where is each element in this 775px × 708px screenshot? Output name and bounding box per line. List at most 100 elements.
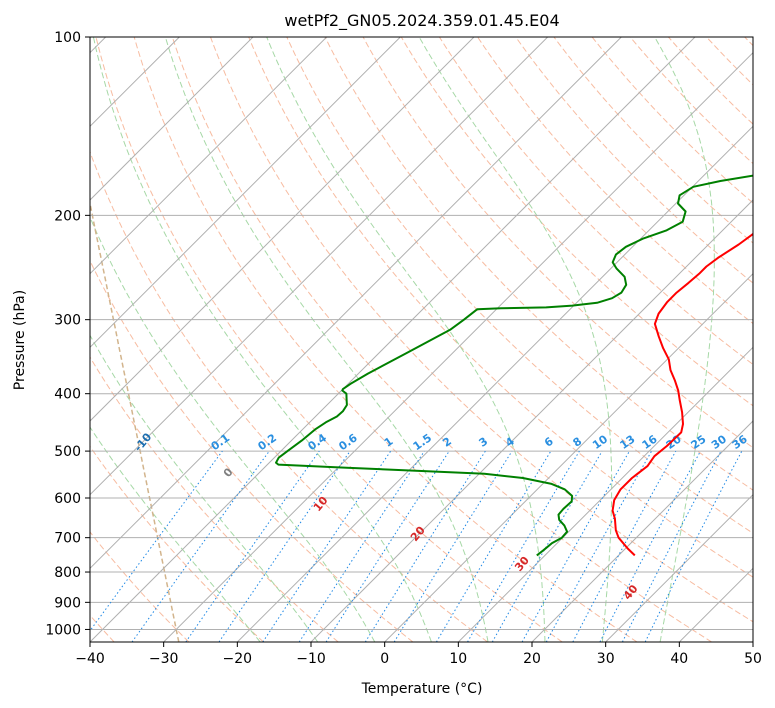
dry-adiabat-line — [706, 37, 753, 86]
x-tick-label: −20 — [223, 651, 253, 667]
dry-adiabat-line — [400, 37, 753, 407]
y-tick-label: 100 — [54, 30, 81, 46]
isotherm-line — [90, 37, 696, 642]
dry-adiabat-line — [324, 37, 753, 491]
x-tick-label: −40 — [75, 651, 105, 667]
dry-adiabat-label: 20 — [408, 524, 428, 544]
y-tick-label: 400 — [54, 387, 81, 403]
x-tick-label: 40 — [670, 651, 688, 667]
mixing-ratio-label: 1.5 — [411, 431, 434, 453]
mixing-ratio-line — [364, 450, 486, 642]
dry-adiabat-line — [210, 37, 753, 623]
x-tick-label: −10 — [296, 651, 326, 667]
y-axis-label: Pressure (hPa) — [12, 290, 28, 390]
y-tick-label: 900 — [54, 595, 81, 611]
x-tick-label: 20 — [523, 651, 541, 667]
y-tick-label: 700 — [54, 531, 81, 547]
isotherm-line — [384, 272, 753, 642]
dry-adiabats — [90, 37, 753, 642]
dry-adiabat-line — [95, 37, 563, 642]
isotherm-line — [310, 199, 753, 642]
mixing-ratio-line — [491, 450, 603, 642]
dry-adiabat-line — [553, 37, 753, 244]
isotherm-line — [678, 567, 753, 642]
y-tick-label: 500 — [54, 444, 81, 460]
dry-adiabat-line — [438, 37, 753, 366]
isotherm-line — [531, 420, 753, 642]
mixing-ratio-line — [298, 450, 425, 642]
mixing-ratio-label: 20 — [664, 432, 684, 452]
moist-adiabat-line — [92, 37, 432, 642]
moist-adiabat-line — [654, 37, 715, 642]
mixing-ratio-label: 16 — [640, 432, 660, 452]
dry-adiabat-label: 40 — [621, 582, 641, 602]
mixing-ratio-line — [90, 450, 223, 632]
dry-adiabat-line — [286, 37, 753, 534]
moist-adiabat-line — [266, 37, 546, 642]
dry-adiabat-line — [133, 37, 638, 642]
mixing-ratio-line — [572, 450, 677, 642]
plot-area: -100-90-80-70-60-50-40-30-20-10010203040… — [90, 37, 753, 642]
dry-adiabat-line — [668, 37, 753, 125]
dry-adiabat-line — [90, 356, 339, 642]
mixing-ratio-label: 8 — [571, 435, 585, 450]
isotherm-line — [90, 37, 549, 496]
mixing-ratio-label: 25 — [688, 433, 708, 452]
moist-adiabat-line — [90, 215, 376, 642]
dry-adiabat-line — [90, 531, 190, 642]
isotherm-line — [90, 37, 475, 422]
isotherm-line — [90, 37, 622, 570]
mixing-ratio-label: 0.1 — [209, 431, 232, 453]
mixing-ratio-label: 30 — [709, 432, 729, 452]
x-tick-label: 50 — [744, 651, 762, 667]
x-tick-label: −30 — [149, 651, 179, 667]
sounding-series — [275, 174, 753, 557]
plot-frame — [89, 36, 754, 643]
moist-adiabat-line — [164, 37, 489, 642]
mixing-ratio-line — [521, 450, 630, 642]
dry-adiabat-line — [90, 150, 488, 642]
moist-adiabats — [90, 37, 715, 642]
dry-adiabat-label: 10 — [311, 494, 331, 514]
isotherm-line — [90, 37, 401, 349]
x-tick-label: 10 — [449, 651, 467, 667]
dewpoint-profile-line — [275, 174, 753, 557]
mixing-ratio-line — [467, 450, 580, 642]
frost-point-curve — [90, 199, 180, 642]
temperature-profile-line — [611, 232, 753, 557]
isotherm-line — [605, 493, 753, 642]
isotherm-line — [90, 37, 328, 275]
mixing-ratio-label: 0.2 — [256, 431, 279, 453]
mixing-ratio-line — [393, 450, 513, 642]
isotherm-line — [752, 641, 753, 642]
dry-adiabat-line — [591, 37, 753, 204]
mixing-ratio-label: 13 — [617, 433, 637, 452]
isotherm-line — [90, 37, 254, 201]
y-tick-label: 1000 — [45, 622, 81, 638]
y-tick-label: 600 — [54, 491, 81, 507]
dry-adiabat-line — [629, 37, 753, 165]
isotherm-line — [236, 125, 753, 642]
mixing-ratio-line — [545, 450, 653, 642]
x-axis-ticks: −40 −30 −20 −10 0 10 20 30 40 50 — [75, 642, 762, 667]
dry-adiabat-line — [90, 445, 264, 642]
dry-adiabat-line — [477, 37, 753, 325]
moist-adiabat-line — [418, 37, 613, 642]
x-tick-label: 0 — [380, 651, 389, 667]
moist-adiabat-line — [90, 426, 261, 642]
mixing-ratio-label: 1 — [382, 435, 396, 450]
y-tick-label: 200 — [54, 208, 81, 224]
mixing-ratio-label: 36 — [730, 432, 750, 452]
mixing-ratio-line — [599, 450, 701, 642]
isotherm-line — [457, 346, 753, 642]
frost-point-curves — [90, 199, 180, 642]
x-tick-label: 30 — [597, 651, 615, 667]
mixing-ratio-label: 3 — [477, 435, 491, 450]
y-axis-ticks: 100 200 300 400 500 600 700 800 900 1000 — [45, 30, 90, 638]
dry-adiabat-line — [515, 37, 753, 284]
x-axis-label: Temperature (°C) — [361, 681, 483, 697]
mixing-ratio-line — [185, 450, 320, 642]
y-tick-label: 800 — [54, 565, 81, 581]
